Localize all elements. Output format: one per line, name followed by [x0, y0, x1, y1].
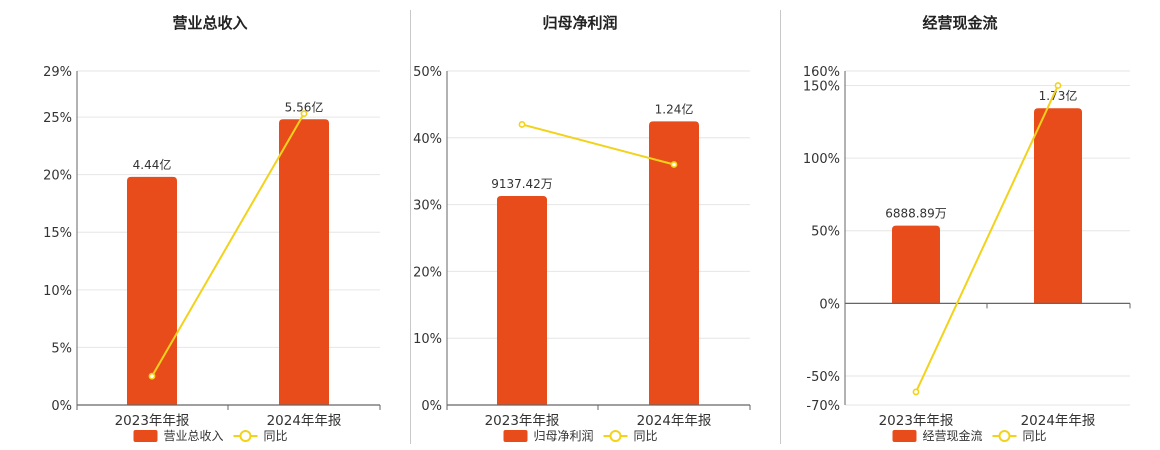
- legend-bar-swatch: [503, 430, 528, 442]
- y-tick-label: 0%: [421, 399, 442, 414]
- yoy-point: [1054, 82, 1062, 89]
- bar: [497, 195, 547, 405]
- y-tick-label: 25%: [43, 111, 72, 126]
- legend-line-label: 同比: [264, 429, 288, 443]
- category-label: 2023年年报: [485, 413, 560, 429]
- bar: [1034, 108, 1082, 304]
- bar-data-label: 6888.89万: [885, 207, 947, 221]
- y-tick-label: -50%: [806, 370, 840, 385]
- yoy-point: [912, 388, 920, 396]
- legend-bar-swatch: [892, 430, 917, 442]
- y-tick-label: 10%: [43, 284, 72, 299]
- legend-line-marker: [609, 430, 622, 442]
- y-tick-label: 160%: [803, 65, 840, 80]
- y-tick-label: 29%: [43, 65, 72, 80]
- panel-divider-2: [780, 10, 781, 444]
- category-label: 2024年年报: [1021, 413, 1096, 429]
- y-tick-label: 0%: [51, 399, 72, 414]
- y-tick-label: 5%: [51, 341, 72, 356]
- y-tick-label: 20%: [413, 265, 442, 280]
- yoy-line: [151, 113, 305, 377]
- y-tick-label: 20%: [43, 169, 72, 184]
- chart-title: 经营现金流: [922, 14, 997, 32]
- legend-line-marker: [239, 430, 252, 442]
- yoy-point: [518, 121, 526, 128]
- yoy-point: [300, 110, 308, 118]
- category-label: 2024年年报: [267, 413, 342, 429]
- legend-bar-label: 营业总收入: [164, 429, 224, 443]
- bar-data-label: 4.44亿: [133, 157, 172, 172]
- y-tick-label: 0%: [819, 297, 840, 312]
- chart-title: 归母净利润: [542, 14, 617, 32]
- legend-line-label: 同比: [1023, 429, 1047, 443]
- bar: [279, 119, 329, 405]
- y-tick-label: 150%: [803, 80, 840, 95]
- yoy-point: [670, 161, 678, 168]
- bar: [649, 121, 699, 405]
- yoy-point: [148, 372, 156, 380]
- category-label: 2024年年报: [637, 413, 712, 429]
- y-tick-label: -70%: [806, 399, 840, 414]
- bar-data-label: 1.24亿: [655, 101, 694, 116]
- y-tick-label: 15%: [43, 226, 72, 241]
- legend-bar-swatch: [133, 430, 158, 442]
- legend-bar-label: 归母净利润: [534, 429, 594, 443]
- y-tick-label: 50%: [811, 225, 840, 240]
- bar: [892, 225, 940, 304]
- y-tick-label: 10%: [413, 332, 442, 347]
- legend-line-label: 同比: [634, 429, 658, 443]
- category-label: 2023年年报: [879, 413, 954, 429]
- bar-data-label: 9137.42万: [491, 177, 553, 191]
- yoy-line: [915, 85, 1059, 393]
- y-tick-label: 100%: [803, 152, 840, 167]
- bar-data-label: 5.56亿: [285, 99, 324, 114]
- bar: [127, 176, 177, 405]
- yoy-line: [521, 123, 675, 166]
- category-label: 2023年年报: [115, 413, 190, 429]
- legend-bar-label: 经营现金流: [923, 428, 983, 443]
- bar-data-label: 1.73亿: [1039, 88, 1078, 103]
- panel-divider-1: [410, 10, 411, 444]
- y-tick-label: 50%: [413, 65, 442, 80]
- y-tick-label: 30%: [413, 199, 442, 214]
- legend-line-marker: [998, 430, 1011, 442]
- y-tick-label: 40%: [413, 132, 442, 147]
- chart-title: 营业总收入: [172, 14, 247, 32]
